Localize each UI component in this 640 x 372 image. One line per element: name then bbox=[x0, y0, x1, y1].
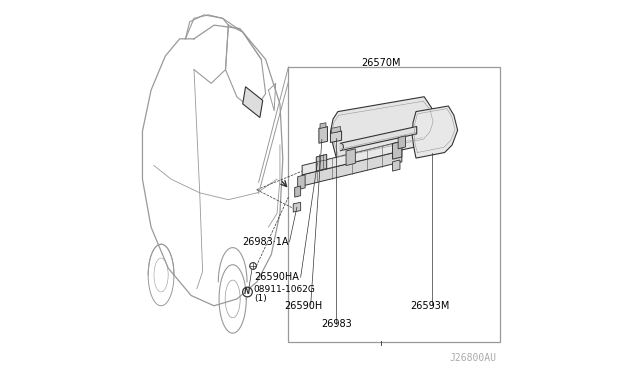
Polygon shape bbox=[340, 126, 417, 151]
Polygon shape bbox=[392, 160, 400, 171]
Text: 26983·1A: 26983·1A bbox=[242, 237, 289, 247]
Text: N: N bbox=[244, 287, 251, 296]
Text: 08911-1062G: 08911-1062G bbox=[254, 285, 316, 294]
Polygon shape bbox=[302, 151, 402, 186]
Polygon shape bbox=[319, 126, 328, 143]
Polygon shape bbox=[412, 106, 458, 158]
Polygon shape bbox=[298, 175, 305, 190]
Polygon shape bbox=[330, 131, 342, 142]
Bar bbox=[289, 67, 500, 342]
Polygon shape bbox=[346, 149, 355, 166]
Polygon shape bbox=[398, 136, 406, 149]
Polygon shape bbox=[320, 123, 326, 128]
Text: (1): (1) bbox=[254, 294, 266, 303]
Polygon shape bbox=[340, 143, 344, 151]
Polygon shape bbox=[316, 154, 326, 171]
Polygon shape bbox=[392, 141, 402, 159]
Polygon shape bbox=[293, 202, 301, 212]
Text: J26800AU: J26800AU bbox=[450, 353, 497, 363]
Text: 26983: 26983 bbox=[321, 319, 352, 329]
Polygon shape bbox=[243, 87, 263, 118]
Circle shape bbox=[243, 287, 252, 297]
Polygon shape bbox=[332, 126, 340, 133]
Text: 26593M: 26593M bbox=[410, 301, 449, 311]
Polygon shape bbox=[330, 97, 435, 164]
Text: 26570M: 26570M bbox=[362, 58, 401, 68]
Polygon shape bbox=[302, 141, 402, 175]
Circle shape bbox=[250, 263, 257, 269]
Text: 26590HA: 26590HA bbox=[255, 272, 300, 282]
Polygon shape bbox=[294, 186, 301, 197]
Text: 26590H: 26590H bbox=[284, 301, 323, 311]
